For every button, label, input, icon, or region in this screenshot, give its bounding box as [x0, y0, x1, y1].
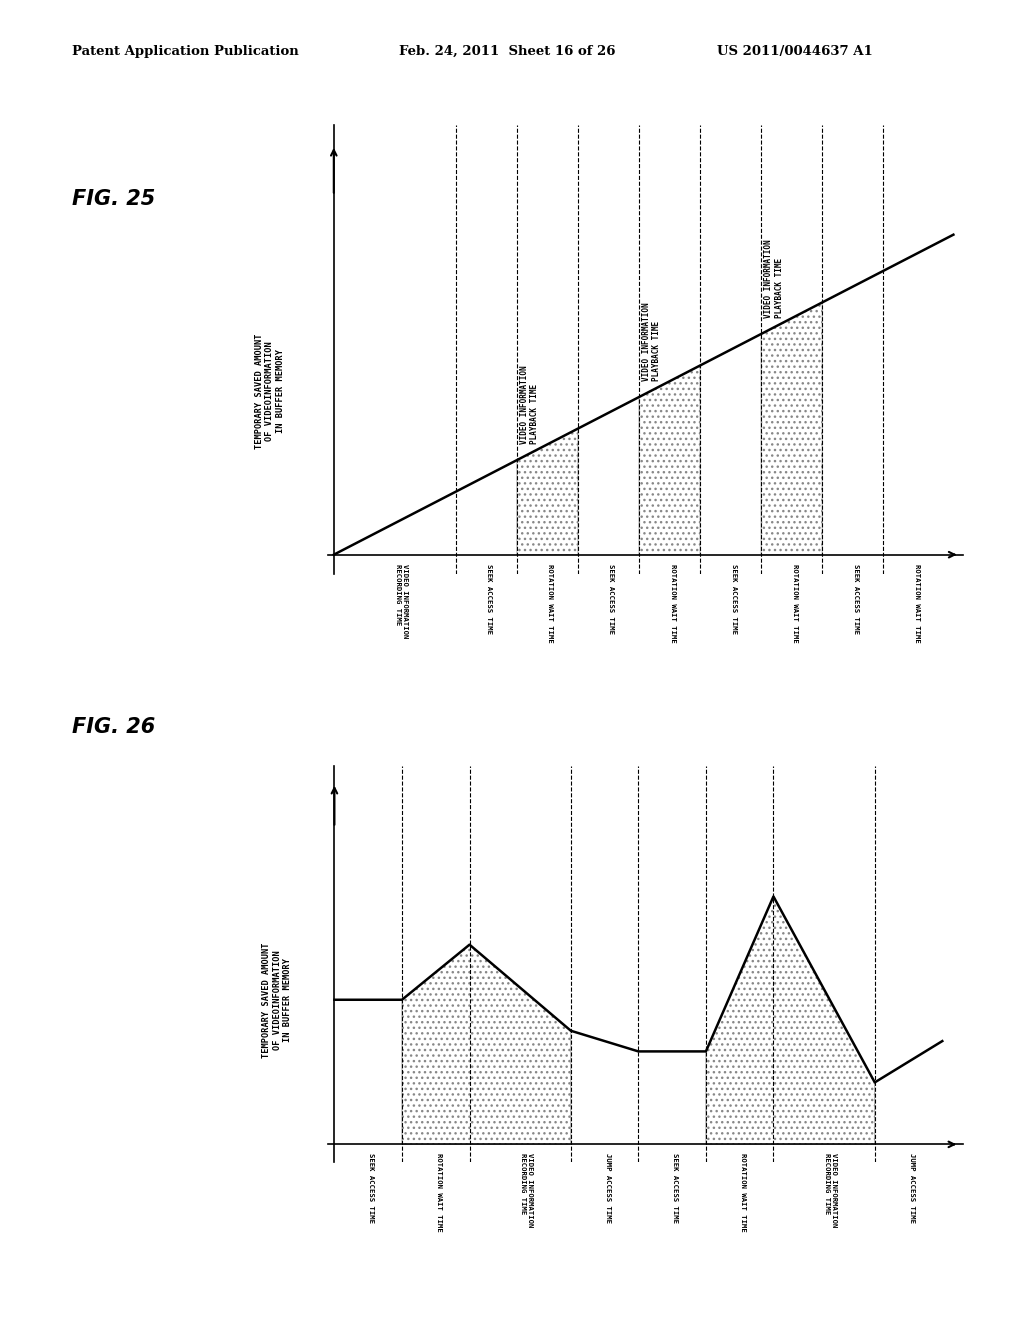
Text: TEMPORARY SAVED AMOUNT
OF VIDEOINFORMATION
IN BUFFER MEMORY: TEMPORARY SAVED AMOUNT OF VIDEOINFORMATI…: [255, 333, 285, 449]
Text: ROTATION WAIT TIME: ROTATION WAIT TIME: [670, 565, 676, 643]
Text: VIDEO INFORMATION
RECORDING TIME: VIDEO INFORMATION RECORDING TIME: [520, 1152, 534, 1228]
Text: FIG. 25: FIG. 25: [72, 189, 155, 209]
Text: ROTATION WAIT TIME: ROTATION WAIT TIME: [739, 1152, 745, 1232]
Text: JUMP ACCESS TIME: JUMP ACCESS TIME: [908, 1152, 914, 1224]
Text: ROTATION WAIT TIME: ROTATION WAIT TIME: [548, 565, 553, 643]
Text: VIDEO INFORMATION
RECORDING TIME: VIDEO INFORMATION RECORDING TIME: [824, 1152, 837, 1228]
Text: ROTATION WAIT TIME: ROTATION WAIT TIME: [792, 565, 798, 643]
Text: VIDEO INFORMATION
RECORDING TIME: VIDEO INFORMATION RECORDING TIME: [395, 565, 408, 639]
Text: FIG. 26: FIG. 26: [72, 717, 155, 737]
Text: JUMP ACCESS TIME: JUMP ACCESS TIME: [604, 1152, 610, 1224]
Text: VIDEO INFORMATION
PLAYBACK TIME: VIDEO INFORMATION PLAYBACK TIME: [642, 302, 662, 381]
Text: VIDEO INFORMATION
PLAYBACK TIME: VIDEO INFORMATION PLAYBACK TIME: [764, 240, 783, 318]
Text: ROTATION WAIT TIME: ROTATION WAIT TIME: [436, 1152, 441, 1232]
Text: SEEK ACCESS TIME: SEEK ACCESS TIME: [486, 565, 493, 635]
Text: SEEK ACCESS TIME: SEEK ACCESS TIME: [369, 1152, 374, 1224]
Text: Patent Application Publication: Patent Application Publication: [72, 45, 298, 58]
Text: Feb. 24, 2011  Sheet 16 of 26: Feb. 24, 2011 Sheet 16 of 26: [399, 45, 615, 58]
Text: ROTATION WAIT TIME: ROTATION WAIT TIME: [913, 565, 920, 643]
Text: US 2011/0044637 A1: US 2011/0044637 A1: [717, 45, 872, 58]
Text: VIDEO INFORMATION
PLAYBACK TIME: VIDEO INFORMATION PLAYBACK TIME: [520, 366, 540, 445]
Text: TEMPORARY SAVED AMOUNT
OF VIDEOINFORMATION
IN BUFFER MEMORY: TEMPORARY SAVED AMOUNT OF VIDEOINFORMATI…: [262, 942, 292, 1057]
Text: SEEK ACCESS TIME: SEEK ACCESS TIME: [730, 565, 736, 635]
Text: SEEK ACCESS TIME: SEEK ACCESS TIME: [853, 565, 859, 635]
Text: SEEK ACCESS TIME: SEEK ACCESS TIME: [672, 1152, 678, 1224]
Text: SEEK ACCESS TIME: SEEK ACCESS TIME: [608, 565, 614, 635]
